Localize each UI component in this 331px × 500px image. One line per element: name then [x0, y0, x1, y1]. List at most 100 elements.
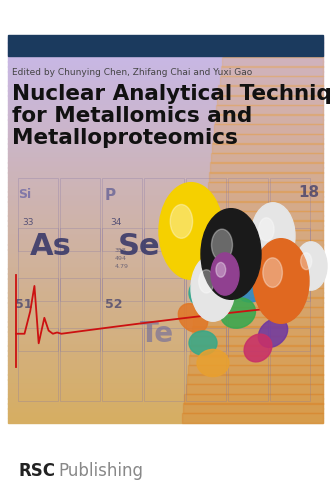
Bar [8, 292, 323, 298]
Bar [60, 178, 100, 250]
Bar [144, 278, 184, 350]
Bar [209, 172, 323, 182]
Ellipse shape [263, 258, 282, 288]
Text: Metalloproteomics: Metalloproteomics [12, 128, 238, 148]
Text: Si: Si [18, 188, 31, 201]
Bar [189, 355, 323, 365]
Bar [8, 158, 323, 163]
Bar [270, 278, 310, 350]
Bar [228, 228, 268, 300]
Text: 34: 34 [110, 218, 121, 227]
Bar [210, 162, 323, 172]
Bar [8, 124, 323, 130]
Bar [8, 90, 323, 96]
Bar [8, 268, 323, 274]
Text: P: P [105, 188, 116, 203]
Bar [8, 162, 323, 168]
Bar [8, 288, 323, 293]
Ellipse shape [258, 318, 288, 348]
Bar [199, 259, 323, 269]
Ellipse shape [244, 334, 272, 362]
Bar [8, 230, 323, 235]
Ellipse shape [251, 203, 295, 269]
Ellipse shape [212, 229, 232, 261]
Bar [144, 328, 184, 400]
Bar [195, 298, 323, 308]
Bar [8, 114, 323, 119]
Bar [8, 86, 323, 91]
Bar [8, 394, 323, 399]
Text: Te: Te [140, 320, 174, 348]
Text: 494: 494 [115, 256, 127, 261]
Bar [8, 76, 323, 81]
Bar [8, 370, 323, 375]
Bar [212, 143, 323, 154]
Bar [8, 398, 323, 404]
Text: 52: 52 [105, 298, 122, 311]
Bar [8, 71, 323, 76]
Bar [191, 336, 323, 346]
Bar [8, 192, 323, 196]
Text: for Metallomics and: for Metallomics and [12, 106, 252, 126]
Bar [216, 104, 323, 115]
Ellipse shape [201, 208, 261, 300]
Bar [8, 177, 323, 182]
Ellipse shape [295, 242, 327, 290]
Bar [206, 201, 323, 211]
Bar [270, 178, 310, 250]
Bar [8, 95, 323, 100]
Ellipse shape [189, 276, 227, 310]
Bar [8, 143, 323, 148]
Bar [190, 346, 323, 356]
Bar [8, 273, 323, 278]
Bar [144, 178, 184, 250]
Bar [8, 182, 323, 187]
Text: As: As [30, 232, 72, 261]
Ellipse shape [211, 253, 239, 295]
Bar [102, 178, 142, 250]
Bar [224, 38, 323, 48]
Bar [8, 234, 323, 240]
Bar [8, 374, 323, 380]
Bar [222, 56, 323, 66]
Bar [270, 228, 310, 300]
Bar [8, 355, 323, 360]
Bar [218, 86, 323, 96]
Bar [8, 220, 323, 226]
Bar [18, 178, 58, 250]
Bar [8, 264, 323, 269]
Bar [200, 249, 323, 260]
Bar [183, 403, 323, 413]
Text: 18: 18 [298, 185, 319, 200]
Ellipse shape [159, 182, 223, 280]
Ellipse shape [253, 238, 309, 324]
Bar [8, 206, 323, 211]
Bar [8, 52, 323, 57]
Text: 33: 33 [22, 218, 33, 227]
Ellipse shape [189, 331, 217, 355]
Bar [8, 42, 323, 48]
Bar [8, 56, 323, 62]
Bar [192, 326, 323, 336]
Ellipse shape [237, 274, 269, 302]
Bar [8, 316, 323, 322]
Bar [8, 326, 323, 332]
Bar [214, 124, 323, 134]
Bar [8, 168, 323, 172]
Bar [186, 278, 226, 350]
Ellipse shape [271, 292, 295, 314]
Text: Se: Se [118, 232, 161, 261]
Bar [8, 379, 323, 384]
Bar [186, 228, 226, 300]
Bar [8, 307, 323, 312]
Bar [8, 148, 323, 154]
Bar [8, 35, 323, 56]
Ellipse shape [197, 350, 229, 376]
Bar [8, 312, 323, 317]
Bar [8, 80, 323, 86]
Bar [60, 228, 100, 300]
Bar [196, 288, 323, 298]
Bar [182, 413, 323, 423]
Bar [188, 364, 323, 375]
Bar [8, 384, 323, 390]
